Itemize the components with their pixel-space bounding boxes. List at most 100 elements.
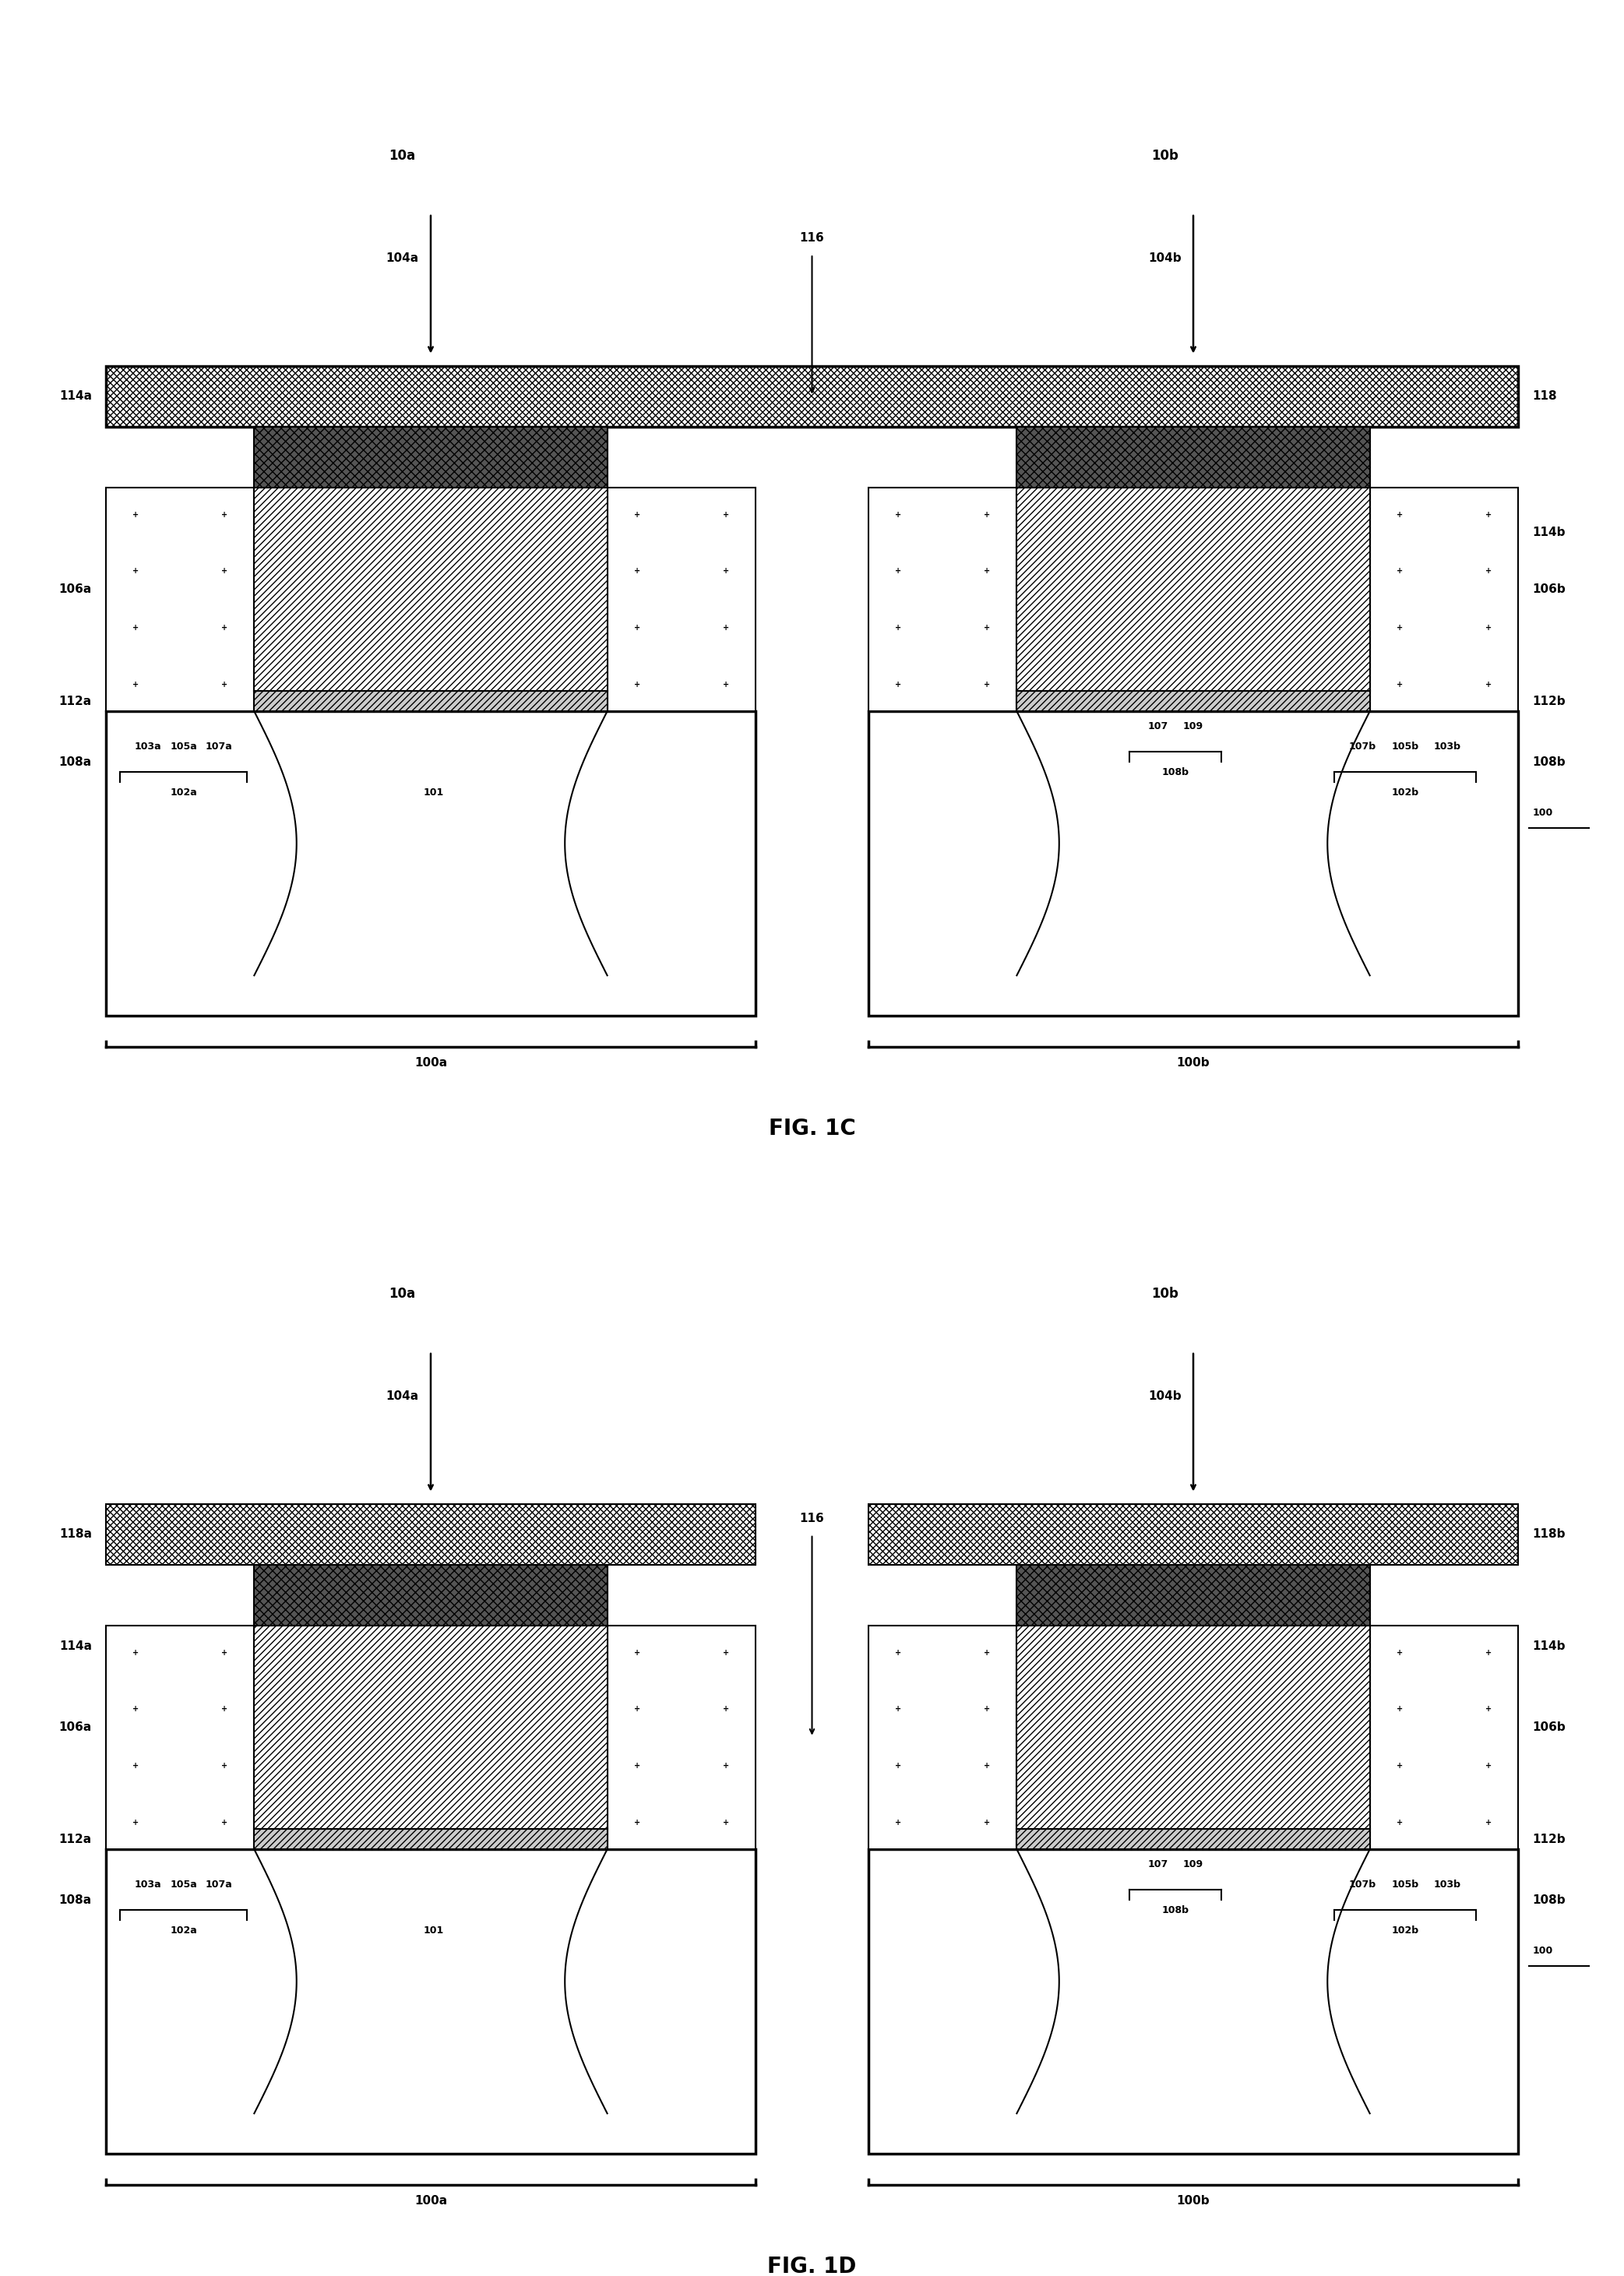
Bar — [106, 366, 1518, 428]
Text: 118b: 118b — [1531, 1529, 1566, 1541]
Bar — [114, 742, 226, 1006]
Bar — [875, 1880, 989, 2144]
Bar — [255, 428, 607, 487]
Text: +: + — [1486, 1762, 1491, 1771]
Text: +: + — [1397, 1648, 1403, 1657]
Text: +: + — [1486, 510, 1491, 519]
Text: +: + — [221, 1762, 227, 1771]
Text: 104b: 104b — [1148, 1391, 1182, 1402]
Text: 10b: 10b — [1151, 148, 1179, 162]
Text: 100b: 100b — [1177, 2194, 1210, 2205]
Text: +: + — [133, 624, 138, 633]
Text: 107a: 107a — [205, 1880, 232, 1889]
Text: +: + — [221, 1648, 227, 1657]
Text: +: + — [1397, 1819, 1403, 1825]
Text: 114a: 114a — [58, 1641, 93, 1652]
Bar — [1369, 1625, 1518, 1848]
Bar — [635, 1880, 749, 2144]
Text: +: + — [1397, 510, 1403, 519]
Text: +: + — [895, 1705, 901, 1714]
Text: 108b: 108b — [1163, 767, 1189, 778]
Bar — [1398, 1880, 1510, 2144]
Bar — [1017, 692, 1369, 710]
Text: 112b: 112b — [1531, 1832, 1566, 1846]
Bar — [869, 1625, 1017, 1848]
Text: +: + — [895, 1819, 901, 1825]
Text: 106a: 106a — [58, 583, 93, 594]
Text: 101: 101 — [424, 1925, 443, 1935]
Text: 118: 118 — [1531, 391, 1557, 403]
Text: 108b: 108b — [1531, 756, 1566, 767]
Bar — [106, 710, 755, 1015]
Text: 104a: 104a — [387, 1391, 419, 1402]
Text: 100a: 100a — [414, 2194, 447, 2205]
Text: 103a: 103a — [135, 742, 162, 751]
Text: 100: 100 — [1531, 1946, 1553, 1955]
Bar — [869, 1504, 1518, 1566]
Text: +: + — [984, 510, 991, 519]
Bar — [869, 710, 1518, 1015]
Text: +: + — [1486, 681, 1491, 687]
Text: 112a: 112a — [58, 694, 93, 708]
Text: 109: 109 — [1184, 1859, 1203, 1869]
Text: 108a: 108a — [58, 756, 93, 767]
Text: FIG. 1D: FIG. 1D — [768, 2256, 856, 2276]
Text: +: + — [895, 1648, 901, 1657]
Text: +: + — [895, 624, 901, 633]
Text: 105a: 105a — [171, 742, 197, 751]
Text: +: + — [633, 1705, 640, 1714]
Text: +: + — [133, 1705, 138, 1714]
Bar — [635, 742, 749, 1006]
Text: 118a: 118a — [58, 1529, 93, 1541]
Text: 102b: 102b — [1392, 1925, 1419, 1935]
Text: +: + — [1397, 1762, 1403, 1771]
Text: +: + — [1486, 1819, 1491, 1825]
Text: +: + — [633, 1819, 640, 1825]
Text: +: + — [1486, 1648, 1491, 1657]
Text: +: + — [221, 510, 227, 519]
Bar — [1017, 1830, 1369, 1848]
Text: 108a: 108a — [58, 1894, 93, 1905]
Text: 103b: 103b — [1434, 1880, 1462, 1889]
Text: +: + — [723, 624, 729, 633]
Text: 114b: 114b — [1531, 1641, 1566, 1652]
Text: 102a: 102a — [171, 1925, 197, 1935]
Text: +: + — [633, 567, 640, 576]
Text: +: + — [221, 567, 227, 576]
Text: 108b: 108b — [1531, 1894, 1566, 1905]
Text: +: + — [221, 624, 227, 633]
Text: 10a: 10a — [390, 148, 416, 162]
Text: 108b: 108b — [1163, 1905, 1189, 1916]
Text: 105b: 105b — [1392, 742, 1419, 751]
Text: +: + — [633, 624, 640, 633]
Bar — [255, 692, 607, 710]
Text: +: + — [221, 1819, 227, 1825]
Text: +: + — [984, 1762, 991, 1771]
Text: +: + — [1486, 567, 1491, 576]
Text: +: + — [133, 681, 138, 687]
Bar — [255, 1566, 607, 1625]
Text: 114b: 114b — [1531, 526, 1566, 537]
Bar — [114, 1880, 226, 2144]
Text: 109: 109 — [1184, 721, 1203, 731]
Text: +: + — [633, 681, 640, 687]
Text: +: + — [133, 567, 138, 576]
Text: 100a: 100a — [414, 1056, 447, 1067]
Bar — [869, 487, 1017, 710]
Text: +: + — [895, 681, 901, 687]
Text: 10b: 10b — [1151, 1286, 1179, 1300]
Text: 102a: 102a — [171, 787, 197, 797]
Text: 104a: 104a — [387, 253, 419, 264]
Text: +: + — [984, 1705, 991, 1714]
Text: 114a: 114a — [58, 391, 93, 403]
Text: 101: 101 — [424, 787, 443, 797]
Text: +: + — [895, 567, 901, 576]
Text: +: + — [984, 567, 991, 576]
Bar — [1017, 1625, 1369, 1830]
Text: +: + — [723, 1819, 729, 1825]
Text: 100: 100 — [1531, 808, 1553, 817]
Text: 103b: 103b — [1434, 742, 1462, 751]
Bar — [255, 487, 607, 692]
Text: +: + — [895, 510, 901, 519]
Text: +: + — [723, 1648, 729, 1657]
